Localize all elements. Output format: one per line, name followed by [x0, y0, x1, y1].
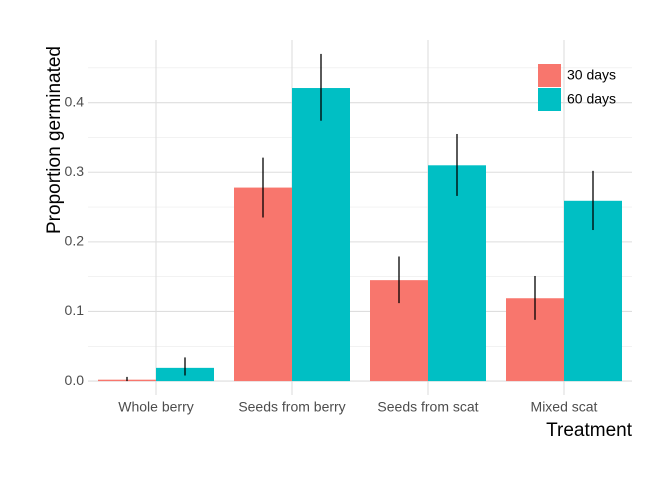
y-axis-title: Proportion germinated [44, 46, 65, 234]
x-tick-label: Seeds from berry [238, 399, 345, 415]
legend-swatch-60-days [538, 88, 561, 111]
x-axis-title: Treatment [546, 420, 633, 441]
bar-60-days [428, 165, 486, 382]
error-bars [126, 53, 594, 382]
x-tick-label: Seeds from scat [377, 399, 478, 415]
legend: 30 days 60 days [538, 64, 616, 111]
x-tick-label: Whole berry [118, 399, 193, 415]
x-tick-label: Mixed scat [531, 399, 598, 415]
y-tick-label: 0.4 [65, 93, 85, 109]
bars [98, 88, 622, 382]
legend-label-30-days: 30 days [567, 67, 616, 83]
y-tick-label: 0.0 [65, 372, 85, 388]
legend-swatch-30-days [538, 64, 561, 87]
bar-60-days [564, 200, 622, 382]
legend-label-60-days: 60 days [567, 91, 616, 107]
y-tick-label: 0.1 [65, 302, 85, 318]
bar-60-days [292, 88, 350, 382]
y-tick-label: 0.3 [65, 163, 85, 179]
y-axis-ticks: 0.0 0.1 0.2 0.3 0.4 [65, 93, 85, 387]
y-tick-label: 0.2 [65, 233, 85, 249]
bar-30-days [234, 187, 292, 382]
x-axis-ticks: Whole berry Seeds from berry Seeds from sc… [118, 399, 597, 415]
